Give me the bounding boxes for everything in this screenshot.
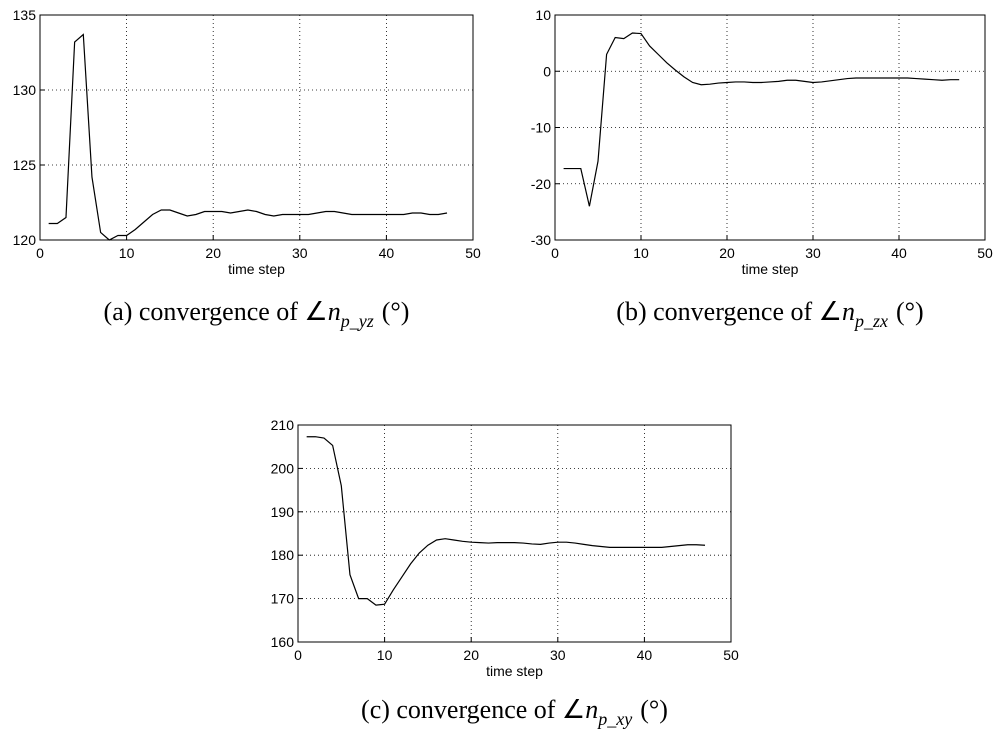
- caption-text: (a) convergence of ∠: [104, 297, 328, 326]
- y-tick-label: -30: [531, 232, 551, 248]
- data-line: [306, 436, 706, 606]
- y-tick-label: 200: [271, 460, 295, 476]
- y-tick-label: 160: [271, 634, 295, 650]
- x-axis-label: time step: [228, 261, 285, 277]
- x-tick-label: 0: [36, 245, 44, 261]
- caption-text: (b) convergence of ∠: [616, 297, 842, 326]
- x-tick-label: 40: [637, 647, 653, 663]
- x-tick-label: 40: [891, 245, 907, 261]
- x-axis-label: time step: [486, 663, 543, 679]
- plot-frame: [39, 14, 474, 241]
- caption: (a) convergence of ∠np_yz (°): [104, 297, 410, 331]
- y-tick-label: 120: [13, 232, 37, 248]
- y-tick-label: 170: [271, 591, 295, 607]
- y-tick-label: 190: [271, 504, 295, 520]
- x-tick-label: 10: [119, 245, 135, 261]
- caption-unit: (°): [382, 297, 410, 326]
- caption-symbol: n: [842, 297, 855, 326]
- caption-subscript: p_zx: [853, 311, 888, 331]
- x-tick-label: 50: [977, 245, 993, 261]
- x-tick-label: 50: [723, 647, 739, 663]
- data-line: [563, 32, 960, 207]
- y-tick-label: 125: [13, 157, 37, 173]
- x-tick-label: 50: [465, 245, 481, 261]
- x-tick-label: 0: [551, 245, 559, 261]
- caption-unit: (°): [896, 297, 924, 326]
- y-tick-label: 210: [271, 417, 295, 433]
- y-tick-label: -10: [531, 120, 551, 136]
- x-tick-label: 0: [294, 647, 302, 663]
- x-tick-label: 10: [633, 245, 649, 261]
- x-axis-label: time step: [742, 261, 799, 277]
- x-tick-label: 10: [377, 647, 393, 663]
- caption: (b) convergence of ∠np_zx (°): [616, 297, 923, 331]
- caption-unit: (°): [640, 695, 668, 724]
- x-tick-label: 40: [379, 245, 395, 261]
- y-tick-label: 130: [13, 82, 37, 98]
- data-line: [48, 33, 448, 241]
- y-tick-label: -20: [531, 176, 551, 192]
- x-tick-label: 30: [805, 245, 821, 261]
- plot-frame: [297, 424, 732, 643]
- x-tick-label: 20: [463, 647, 479, 663]
- caption-text: (c) convergence of ∠: [361, 695, 585, 724]
- caption-subscript: p_yz: [339, 311, 374, 331]
- x-tick-label: 20: [205, 245, 221, 261]
- y-tick-label: 180: [271, 547, 295, 563]
- x-tick-label: 30: [550, 647, 566, 663]
- caption: (c) convergence of ∠np_xy (°): [361, 695, 668, 729]
- x-tick-label: 30: [292, 245, 308, 261]
- caption-symbol: n: [328, 297, 341, 326]
- y-tick-label: 10: [535, 7, 551, 23]
- caption-symbol: n: [585, 695, 598, 724]
- x-tick-label: 20: [719, 245, 735, 261]
- y-tick-label: 135: [13, 7, 37, 23]
- y-tick-label: 0: [543, 63, 551, 79]
- caption-subscript: p_xy: [596, 709, 632, 729]
